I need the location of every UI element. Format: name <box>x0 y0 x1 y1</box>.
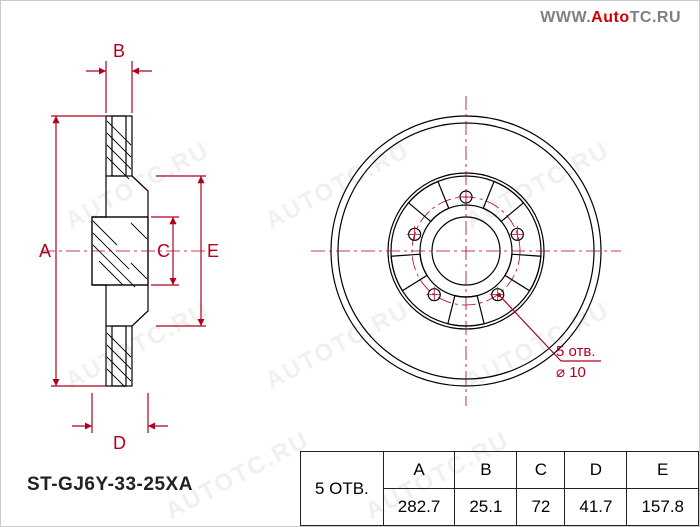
dim-A: A <box>39 241 51 261</box>
bolt-count: 5 отв. <box>556 343 596 360</box>
col-head: C <box>517 452 565 489</box>
dim-D: D <box>113 433 126 453</box>
dim-C: C <box>157 241 170 261</box>
dim-B: B <box>113 41 125 61</box>
table-row: 5 ОТВ. A B C D E <box>300 452 698 489</box>
cell: 72 <box>517 489 565 526</box>
col-head: B <box>455 452 517 489</box>
dim-E: E <box>207 241 219 261</box>
cell: 157.8 <box>627 489 699 526</box>
bolt-dia: ⌀ 10 <box>556 364 586 381</box>
dimension-table: 5 ОТВ. A B C D E 282.7 25.1 72 41.7 157.… <box>300 451 699 526</box>
col-head: A <box>383 452 455 489</box>
col-head: D <box>565 452 627 489</box>
cell: 41.7 <box>565 489 627 526</box>
diagram-svg: A E C B D <box>1 1 700 527</box>
row-header: 5 ОТВ. <box>300 452 383 526</box>
side-view: A E C B D <box>39 41 219 453</box>
face-view: 5 отв. ⌀ 10 <box>311 96 621 406</box>
part-number: ST-GJ6Y-33-25XA <box>27 474 193 496</box>
cell: 25.1 <box>455 489 517 526</box>
cell: 282.7 <box>383 489 455 526</box>
col-head: E <box>627 452 699 489</box>
drawing-canvas: WWW.AutoTC.RU AUTOTC.RU AUTOTC.RU AUTOTC… <box>0 0 700 527</box>
